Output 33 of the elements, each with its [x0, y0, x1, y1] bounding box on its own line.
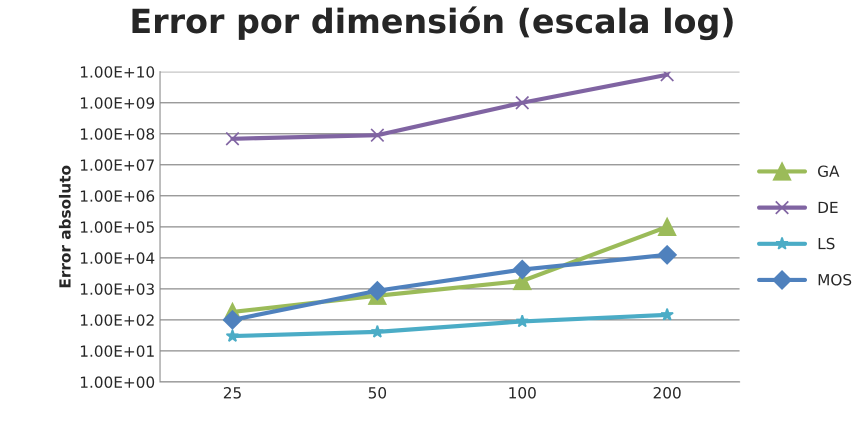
point — [226, 329, 240, 342]
x-tick-label: 100 — [509, 387, 536, 399]
y-tick-label: 1.00E+02 — [80, 314, 154, 326]
point — [657, 245, 677, 265]
y-tick-label: 1.00E+03 — [80, 283, 154, 295]
point — [515, 96, 530, 110]
chart-title: Error por dimensión (escala log) — [132, 6, 733, 40]
y-tick-label: 1.00E+07 — [80, 159, 154, 171]
y-tick-label: 1.00E+08 — [80, 128, 154, 140]
x-tick-label: 25 — [224, 387, 241, 399]
y-tick-label: 1.00E+04 — [80, 252, 154, 264]
y-tick-label: 1.00E+05 — [80, 221, 154, 233]
legend-label: DE — [818, 202, 838, 213]
point — [660, 308, 674, 321]
y-axis-title: Error absoluto — [58, 166, 71, 288]
point — [658, 218, 676, 236]
x-tick-label: 200 — [654, 387, 681, 399]
y-tick-label: 1.00E+00 — [80, 376, 154, 388]
point — [515, 314, 530, 328]
x-tick-label: 50 — [368, 387, 386, 399]
y-tick-label: 1.00E+09 — [80, 97, 154, 109]
y-tick-label: 1.00E+10 — [80, 66, 154, 78]
y-tick-label: 1.00E+01 — [80, 345, 154, 357]
legend-label: MOS — [818, 274, 852, 286]
point — [512, 260, 532, 280]
point — [370, 128, 384, 142]
point — [225, 132, 240, 146]
legend-label: GA — [818, 165, 840, 177]
point — [370, 324, 384, 338]
point — [222, 310, 242, 330]
legend-label: LS — [818, 238, 835, 250]
y-tick-label: 1.00E+06 — [80, 190, 154, 202]
point — [368, 281, 388, 300]
